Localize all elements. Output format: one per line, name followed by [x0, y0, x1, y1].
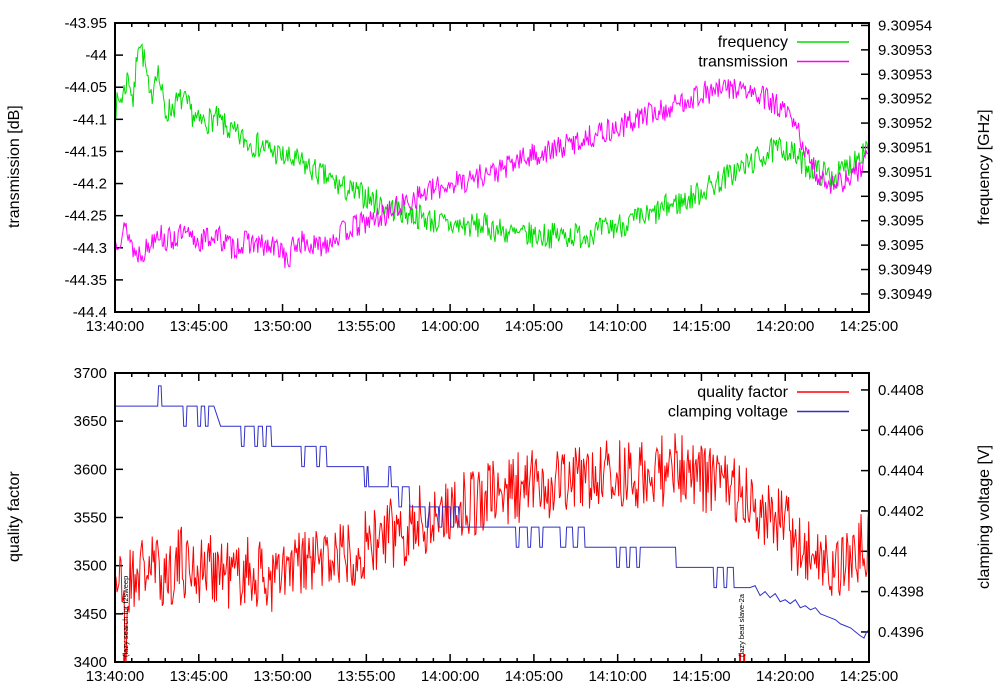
- legend-item-quality-factor: quality factor: [697, 384, 849, 401]
- top-left-axis-title: transmission [dB]: [6, 105, 23, 229]
- svg-text:9.30952: 9.30952: [878, 91, 932, 108]
- left-axis-ticks: -43.95 -44 -44.05 -44.1 -44.15 -44.2 -44.25 -44…: [64, 15, 123, 321]
- legend-item-frequency: frequency: [718, 34, 849, 51]
- x-axis-tick-labels: 13:40:00 13:45:00 13:50:00 13:55:00 14:00:00…: [86, 668, 898, 685]
- svg-text:9.3095: 9.3095: [878, 213, 924, 230]
- svg-text:quality factor: quality factor: [697, 384, 788, 401]
- svg-text:13:55:00: 13:55:00: [337, 668, 395, 685]
- series-frequency: [114, 43, 870, 249]
- event-annotation-0: (lazy search for f2sweep: [121, 576, 130, 661]
- svg-text:13:40:00: 13:40:00: [86, 668, 144, 685]
- svg-text:14:05:00: 14:05:00: [505, 318, 563, 335]
- svg-text:-44.15: -44.15: [64, 143, 107, 160]
- svg-text:13:45:00: 13:45:00: [170, 318, 228, 335]
- legend: quality factor clamping voltage: [668, 384, 849, 421]
- svg-text:3450: 3450: [74, 606, 107, 623]
- svg-text:-44.4: -44.4: [73, 304, 107, 321]
- svg-text:0.4404: 0.4404: [878, 463, 924, 480]
- svg-text:14:25:00: 14:25:00: [840, 668, 898, 685]
- svg-text:9.3095: 9.3095: [878, 237, 924, 254]
- svg-text:13:40:00: 13:40:00: [86, 318, 144, 335]
- x-axis-tick-labels: 13:40:00 13:45:00 13:50:00 13:55:00 14:00:00…: [86, 318, 898, 335]
- series-quality-factor: [114, 433, 870, 662]
- series-clamping-voltage: [115, 385, 870, 639]
- svg-text:13:50:00: 13:50:00: [253, 318, 311, 335]
- plot-border: [114, 22, 870, 313]
- svg-text:9.30952: 9.30952: [878, 115, 932, 132]
- svg-text:0.4406: 0.4406: [878, 422, 924, 439]
- chart-qualityfactor-clampingvoltage: 13:40:00 13:45:00 13:50:00 13:55:00 14:00:00…: [0, 350, 1000, 700]
- legend-item-transmission: transmission: [698, 54, 849, 71]
- svg-text:-44: -44: [85, 47, 107, 64]
- svg-text:9.30953: 9.30953: [878, 66, 932, 83]
- series-transmission: [114, 78, 870, 269]
- svg-text:14:05:00: 14:05:00: [505, 668, 563, 685]
- svg-text:14:10:00: 14:10:00: [588, 318, 646, 335]
- svg-text:-44.1: -44.1: [73, 111, 107, 128]
- svg-text:14:10:00: 14:10:00: [588, 668, 646, 685]
- svg-text:13:50:00: 13:50:00: [253, 668, 311, 685]
- svg-text:0.4396: 0.4396: [878, 624, 924, 641]
- svg-text:14:00:00: 14:00:00: [421, 668, 479, 685]
- svg-text:clamping voltage: clamping voltage: [668, 404, 788, 421]
- top-right-axis-title: frequency [GHz]: [976, 109, 993, 225]
- svg-text:14:15:00: 14:15:00: [672, 318, 730, 335]
- svg-text:13:55:00: 13:55:00: [337, 318, 395, 335]
- svg-text:-43.95: -43.95: [64, 15, 107, 32]
- svg-text:14:00:00: 14:00:00: [421, 318, 479, 335]
- svg-text:-44.3: -44.3: [73, 240, 107, 257]
- plot-border: [114, 372, 870, 663]
- svg-text:-44.35: -44.35: [64, 272, 107, 289]
- bottom-right-axis-title: clamping voltage [V]: [976, 444, 993, 590]
- svg-text:frequency: frequency: [718, 34, 788, 51]
- svg-text:0.44: 0.44: [878, 543, 907, 560]
- svg-text:3500: 3500: [74, 558, 107, 575]
- legend: frequency transmission: [698, 34, 849, 71]
- svg-text:3600: 3600: [74, 461, 107, 478]
- svg-text:-44.2: -44.2: [73, 176, 107, 193]
- svg-text:9.30951: 9.30951: [878, 164, 932, 181]
- svg-text:14:20:00: 14:20:00: [756, 318, 814, 335]
- svg-text:9.30954: 9.30954: [878, 17, 932, 34]
- svg-text:0.4398: 0.4398: [878, 584, 924, 601]
- right-axis-ticks: 0.4408 0.4406 0.4404 0.4402 0.44 0.4398 0.4396: [861, 382, 924, 641]
- svg-text:9.30949: 9.30949: [878, 286, 932, 303]
- svg-text:9.30949: 9.30949: [878, 262, 932, 279]
- event-annotation-text: (lazy search for f2sweep: [121, 576, 130, 657]
- svg-text:9.30951: 9.30951: [878, 139, 932, 156]
- svg-text:0.4408: 0.4408: [878, 382, 924, 399]
- svg-text:3400: 3400: [74, 654, 107, 671]
- bottom-chart-plot: 13:40:00 13:45:00 13:50:00 13:55:00 14:00:00…: [74, 365, 924, 685]
- svg-text:-44.25: -44.25: [64, 208, 107, 225]
- svg-text:3700: 3700: [74, 365, 107, 382]
- svg-text:14:20:00: 14:20:00: [756, 668, 814, 685]
- event-annotation-1: (lazy beat slave-2a: [737, 593, 746, 661]
- svg-text:13:45:00: 13:45:00: [170, 668, 228, 685]
- svg-text:9.3095: 9.3095: [878, 188, 924, 205]
- right-axis-ticks: 9.30954 9.30953 9.30953 9.30952 9.30952 9.309…: [861, 17, 932, 303]
- svg-text:transmission: transmission: [698, 54, 788, 71]
- svg-text:3650: 3650: [74, 413, 107, 430]
- event-annotation-text: (lazy beat slave-2a: [737, 593, 746, 657]
- svg-text:14:15:00: 14:15:00: [672, 668, 730, 685]
- top-chart-plot: 13:40:00 13:45:00 13:50:00 13:55:00 14:00:00…: [64, 15, 932, 335]
- bottom-left-axis-title: quality factor: [6, 471, 23, 563]
- chart-transmission-frequency: 13:40:00 13:45:00 13:50:00 13:55:00 14:00:00…: [64, 15, 932, 335]
- svg-text:-44.05: -44.05: [64, 79, 107, 96]
- legend-item-clamping-voltage: clamping voltage: [668, 404, 849, 421]
- svg-text:9.30953: 9.30953: [878, 42, 932, 59]
- svg-text:14:25:00: 14:25:00: [840, 318, 898, 335]
- svg-text:3550: 3550: [74, 510, 107, 527]
- svg-text:0.4402: 0.4402: [878, 503, 924, 520]
